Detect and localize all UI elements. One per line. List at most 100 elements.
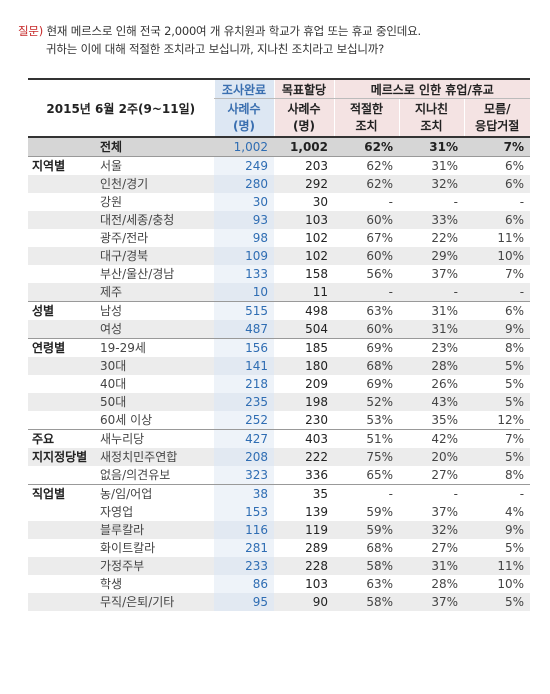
table-row: 인천/경기 280 292 62% 32% 6% bbox=[28, 175, 531, 193]
excessive-pct: 28% bbox=[431, 577, 458, 591]
completed-count: 10 bbox=[214, 283, 274, 302]
completed-count-header: 사례수 (명) bbox=[213, 98, 274, 139]
table-row: 무직/은퇴/기타 95 90 58% 37% 5% bbox=[28, 593, 531, 611]
completed-count-unit: (명) bbox=[232, 118, 255, 133]
appropriate-pct: - bbox=[334, 283, 399, 302]
completed-count: 249 bbox=[214, 156, 274, 175]
row-label: 남성 bbox=[86, 301, 214, 320]
excessive-pct: 31% bbox=[399, 557, 464, 575]
excessive-pct: 37% bbox=[431, 505, 458, 519]
target-count: 498 bbox=[274, 301, 334, 320]
question-prefix: 질문) bbox=[18, 24, 44, 38]
no-answer-pct: 5% bbox=[464, 357, 531, 375]
appropriate-pct: 67% bbox=[366, 231, 393, 245]
row-label: 여성 bbox=[86, 320, 214, 339]
excessive-pct: 43% bbox=[399, 393, 464, 411]
appropriate-pct: 58% bbox=[334, 593, 399, 611]
no-answer-pct: 5% bbox=[504, 541, 525, 555]
excessive-pct: 27% bbox=[431, 468, 458, 482]
appropriate-header: 적절한 조치 bbox=[333, 98, 399, 139]
completed-count: 515 bbox=[214, 301, 274, 320]
row-label: 블루칼라 bbox=[86, 521, 214, 539]
row-label: 학생 bbox=[100, 577, 123, 591]
target-count: 102 bbox=[305, 231, 328, 245]
row-group-label bbox=[28, 393, 86, 411]
excessive-pct: - bbox=[399, 283, 464, 302]
survey-results-table: 2015년 6월 2주(9~11일) 조사완료 목표할당 메르스로 인한 휴업/… bbox=[28, 78, 531, 611]
row-group-label bbox=[28, 593, 86, 611]
appropriate-pct: - bbox=[388, 195, 393, 209]
row-group-label bbox=[28, 411, 86, 430]
excessive-header: 지나친 조치 bbox=[398, 98, 464, 139]
row-group-label bbox=[28, 575, 86, 593]
no-answer-pct: 11% bbox=[464, 557, 531, 575]
row-label: 19-29세 bbox=[86, 338, 214, 357]
appropriate-pct: 59% bbox=[366, 505, 393, 519]
completed-count: 156 bbox=[214, 338, 274, 357]
table-row: 60세 이상 252 230 53% 35% 12% bbox=[28, 411, 530, 430]
no-answer-pct: 7% bbox=[464, 137, 531, 157]
row-group-label bbox=[28, 320, 86, 339]
excessive-pct: - bbox=[453, 195, 458, 209]
row-label: 60세 이상 bbox=[100, 413, 153, 427]
row-group-label bbox=[28, 521, 86, 539]
completed-count: 98 bbox=[214, 229, 274, 247]
question-line-1: 질문) 현재 메르스로 인해 전국 2,000여 개 유치원과 학교가 휴업 또… bbox=[6, 22, 546, 40]
no-answer-pct: 9% bbox=[464, 320, 531, 339]
row-label: 농/임/어업 bbox=[86, 484, 214, 503]
table-row: 전체 1,002 1,002 62% 31% 7% bbox=[28, 137, 531, 157]
row-group-label bbox=[28, 503, 86, 521]
target-count-label: 사례수 bbox=[287, 101, 321, 116]
excessive-pct: - bbox=[399, 484, 464, 503]
target-count: 1,002 bbox=[274, 137, 334, 157]
appropriate-pct: 62% bbox=[334, 137, 399, 157]
row-label: 부산/울산/경남 bbox=[100, 267, 175, 281]
completed-count: 86 bbox=[214, 575, 274, 593]
target-count: 228 bbox=[274, 557, 334, 575]
excessive-label-b: 조치 bbox=[420, 118, 443, 133]
appropriate-pct: 59% bbox=[334, 521, 399, 539]
no-answer-pct: 11% bbox=[497, 231, 525, 245]
no-answer-pct: 5% bbox=[464, 448, 531, 466]
no-answer-pct: 9% bbox=[464, 521, 531, 539]
row-label: 전체 bbox=[86, 137, 214, 157]
target-count: 11 bbox=[274, 283, 334, 302]
row-group-label: 지역별 bbox=[32, 159, 66, 173]
completed-count: 109 bbox=[214, 247, 274, 265]
excessive-pct: 35% bbox=[431, 413, 458, 427]
target-count: 90 bbox=[274, 593, 334, 611]
completed-count: 38 bbox=[214, 484, 274, 503]
completed-count: 141 bbox=[214, 357, 274, 375]
table-row: 40대 218 209 69% 26% 5% bbox=[28, 375, 530, 393]
completed-count: 93 bbox=[214, 211, 274, 229]
no-answer-pct: 6% bbox=[464, 301, 531, 320]
target-count: 30 bbox=[312, 195, 328, 209]
row-label: 자영업 bbox=[100, 505, 134, 519]
row-label: 40대 bbox=[100, 377, 127, 391]
excessive-pct: 32% bbox=[399, 175, 464, 193]
target-count: 180 bbox=[274, 357, 334, 375]
row-label: 강원 bbox=[100, 195, 123, 209]
target-count: 289 bbox=[305, 541, 328, 555]
target-count-unit: (명) bbox=[292, 118, 315, 133]
row-group-label: 지지정당별 bbox=[28, 448, 87, 466]
no-answer-pct: 12% bbox=[497, 413, 525, 427]
row-group-label bbox=[28, 357, 86, 375]
no-answer-pct: 4% bbox=[504, 505, 525, 519]
table-row: 없음/의견유보 323 336 65% 27% 8% bbox=[28, 466, 530, 485]
row-group-label: 주요 bbox=[28, 429, 86, 448]
row-label: 대구/경북 bbox=[86, 247, 214, 265]
no-answer-pct: - bbox=[464, 283, 531, 302]
appropriate-pct: 68% bbox=[334, 357, 399, 375]
excessive-pct: 23% bbox=[399, 338, 464, 357]
row-label: 광주/전라 bbox=[100, 231, 149, 245]
completed-count: 280 bbox=[214, 175, 274, 193]
target-count: 230 bbox=[305, 413, 328, 427]
table-row: 직업별 농/임/어업 38 35- - - bbox=[28, 484, 531, 503]
completed-count: 235 bbox=[214, 393, 274, 411]
target-count-header: 사례수 (명) bbox=[273, 98, 334, 139]
table-row: 가정주부 233 228 58% 31% 11% bbox=[28, 557, 531, 575]
completed-count: 281 bbox=[214, 539, 274, 557]
target-count: 403 bbox=[274, 429, 334, 448]
excessive-pct: 37% bbox=[431, 267, 458, 281]
